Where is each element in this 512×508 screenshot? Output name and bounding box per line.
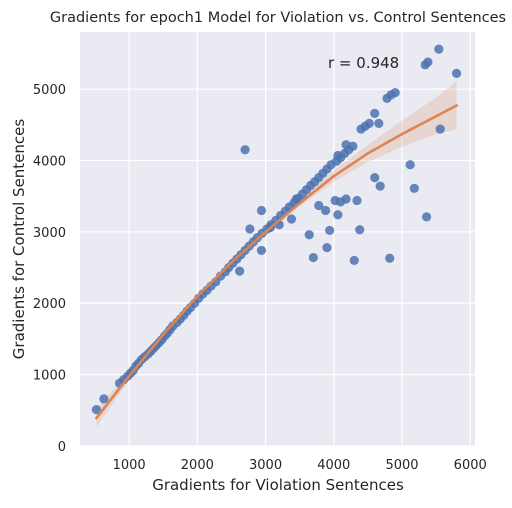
data-point <box>390 88 400 98</box>
data-point <box>333 150 343 161</box>
grid-lines <box>80 32 475 447</box>
data-point <box>370 173 380 183</box>
data-point <box>349 255 359 266</box>
data-point <box>435 124 445 134</box>
data-point <box>325 225 335 236</box>
x-tick-label: 1000 <box>113 458 146 473</box>
data-point <box>341 194 351 204</box>
x-axis-label: Gradients for Violation Sentences <box>152 476 404 494</box>
data-point <box>352 195 362 206</box>
data-point <box>314 200 324 211</box>
data-point <box>409 183 419 193</box>
data-point <box>240 145 250 155</box>
data-point <box>308 252 318 263</box>
data-point <box>256 245 267 256</box>
x-tick-label: 5000 <box>385 458 418 473</box>
y-tick-label: 5000 <box>33 83 66 98</box>
data-point <box>385 253 395 263</box>
data-point <box>320 205 331 216</box>
confidence-band-layer <box>96 81 457 427</box>
data-point <box>341 140 351 150</box>
data-point <box>245 224 255 234</box>
fit-line-layer <box>95 104 458 420</box>
data-point <box>370 108 380 118</box>
data-point <box>291 194 301 204</box>
data-point <box>364 118 374 128</box>
data-point <box>235 266 245 276</box>
confidence-band <box>96 81 457 427</box>
data-point <box>286 214 297 224</box>
data-point <box>256 205 267 216</box>
chart-title: Gradients for epoch1 Model for Violation… <box>50 10 506 26</box>
data-point <box>375 181 385 191</box>
data-point <box>421 212 432 222</box>
regression-fit-line <box>95 104 458 420</box>
data-point <box>91 404 101 415</box>
data-point <box>333 210 343 220</box>
y-tick-label: 0 <box>58 440 66 455</box>
y-tick-label: 4000 <box>33 154 66 169</box>
y-tick-label: 2000 <box>33 297 66 312</box>
y-tick-label: 3000 <box>33 226 66 241</box>
plot-background <box>80 32 475 446</box>
data-point <box>355 225 365 235</box>
x-tick-label: 6000 <box>454 458 487 473</box>
data-points-layer <box>91 44 462 415</box>
correlation-annotation: r = 0.948 <box>328 54 399 72</box>
data-point <box>423 57 433 67</box>
y-tick-label: 1000 <box>33 369 66 384</box>
x-tick-label: 2000 <box>181 458 214 473</box>
data-point <box>405 160 415 170</box>
tick-labels: 1000 2000 3000 4000 5000 6000 0 1000 2000 3000 400… <box>33 83 487 473</box>
x-tick-label: 4000 <box>317 458 350 473</box>
data-point <box>451 68 462 78</box>
data-point <box>99 394 109 404</box>
data-point <box>348 141 358 151</box>
data-point <box>322 242 332 253</box>
y-axis-label: Gradients for Control Sentences <box>10 119 28 360</box>
data-point <box>374 118 384 128</box>
x-tick-label: 3000 <box>249 458 282 473</box>
data-point <box>304 230 314 240</box>
data-point <box>434 44 444 54</box>
